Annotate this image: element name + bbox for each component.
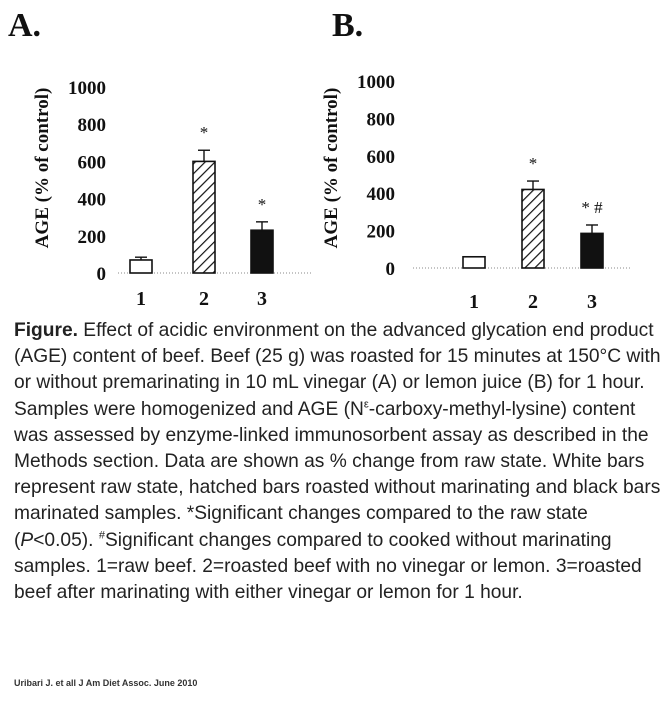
y-tick-label: 400 bbox=[78, 190, 107, 211]
caption-text-3: <0.05). bbox=[33, 529, 99, 551]
y-tick-label: 200 bbox=[367, 222, 396, 243]
significance-marker: * bbox=[529, 154, 538, 173]
y-tick-label: 600 bbox=[78, 152, 107, 173]
bar bbox=[462, 255, 486, 269]
y-tick-label: 200 bbox=[78, 227, 107, 248]
chart-panel-b: B. AGE (% of control) 0 200 400 600 800 1000 1 * 2… bbox=[321, 7, 630, 313]
caption-text-2: -carboxy-methyl-lysine) content was asse… bbox=[14, 398, 661, 551]
x-tick-label: 2 bbox=[199, 288, 209, 310]
bar bbox=[192, 160, 216, 274]
figure-caption: Figure. Effect of acidic environment on … bbox=[14, 318, 664, 606]
y-tick-label: 0 bbox=[386, 259, 396, 280]
figure-charts: A. AGE (% of control) 0 200 400 600 800 1000 1 * 2… bbox=[8, 7, 630, 313]
bar bbox=[250, 229, 274, 274]
y-tick-label: 600 bbox=[367, 147, 396, 168]
y-tick-label: 1000 bbox=[68, 78, 106, 99]
y-axis-label: AGE (% of control) bbox=[321, 88, 342, 249]
y-tick-label: 0 bbox=[97, 264, 107, 285]
significance-marker: * bbox=[200, 123, 209, 142]
panel-label: B. bbox=[332, 7, 363, 44]
x-tick-label: 3 bbox=[257, 288, 267, 310]
significance-marker: * bbox=[258, 195, 267, 214]
citation: Uribari J. et all J Am Diet Assoc. June … bbox=[14, 678, 198, 688]
y-tick-label: 800 bbox=[78, 115, 107, 136]
y-axis-label: AGE (% of control) bbox=[32, 88, 53, 249]
x-tick-label: 2 bbox=[528, 291, 538, 313]
bar bbox=[580, 232, 604, 269]
y-tick-label: 800 bbox=[367, 109, 396, 130]
caption-label: Figure. bbox=[14, 320, 78, 341]
significance-marker: * # bbox=[581, 198, 603, 217]
y-tick-label: 1000 bbox=[357, 72, 395, 93]
x-tick-label: 1 bbox=[136, 288, 146, 310]
caption-text-4: Significant changes compared to cooked w… bbox=[14, 529, 642, 604]
caption-text-1: Effect of acidic environment on the adva… bbox=[14, 320, 661, 420]
caption-sup-hash: # bbox=[98, 529, 105, 542]
caption-p-symbol: P bbox=[20, 529, 34, 551]
chart-panel-a: A. AGE (% of control) 0 200 400 600 800 1000 1 * 2… bbox=[8, 7, 312, 310]
caption-sup-epsilon: ε bbox=[363, 398, 369, 411]
panel-label: A. bbox=[8, 7, 41, 44]
x-tick-label: 3 bbox=[587, 291, 597, 313]
x-tick-label: 1 bbox=[469, 291, 479, 313]
bar bbox=[129, 259, 153, 274]
y-tick-label: 400 bbox=[367, 184, 396, 205]
bar bbox=[521, 188, 545, 269]
